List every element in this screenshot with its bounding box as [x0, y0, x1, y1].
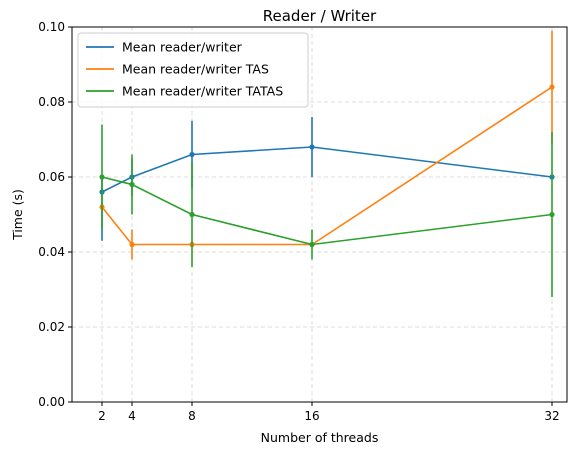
data-point: [189, 211, 195, 218]
y-tick-label: 0.04: [38, 245, 65, 259]
y-tick-label: 0.06: [38, 170, 65, 184]
data-point: [99, 174, 105, 180]
legend-box: [77, 32, 309, 108]
y-tick-label: 0.00: [38, 395, 65, 409]
data-point: [309, 144, 315, 150]
legend-label: Mean reader/writer TAS: [122, 62, 269, 77]
legend: Mean reader/writer Mean reader/writer TAS…: [77, 32, 309, 108]
x-axis-label: Number of threads: [261, 430, 379, 445]
series-line: [101, 146, 553, 193]
legend-label: Mean reader/writer: [122, 40, 243, 55]
data-point: [309, 241, 315, 248]
data-point: [129, 181, 135, 188]
x-tick-label: 32: [544, 409, 559, 423]
legend-label: Mean reader/writer TATAS: [122, 84, 283, 99]
y-tick-label: 0.10: [38, 20, 65, 34]
data-point: [189, 151, 195, 158]
x-tick-label: 2: [98, 409, 106, 423]
x-tick-label: 4: [128, 409, 136, 423]
x-tick-label: 8: [188, 409, 196, 423]
series-group: [99, 124, 555, 297]
chart-title: Reader / Writer: [263, 7, 377, 25]
y-axis-label: Time (s): [10, 189, 25, 241]
series-line: [101, 86, 553, 246]
y-tick-label: 0.08: [38, 95, 65, 109]
x-tick-label: 16: [304, 409, 319, 423]
axis-ticks: 2 4 8 16 32 0.00 0.02 0.04 0.06 0.08 0.10: [38, 20, 559, 423]
y-tick-label: 0.02: [38, 320, 65, 334]
data-point: [549, 211, 555, 218]
plot-area-frame: [71, 26, 568, 403]
data-point: [549, 84, 555, 90]
data-point: [129, 241, 135, 248]
series-layer: [99, 30, 555, 297]
